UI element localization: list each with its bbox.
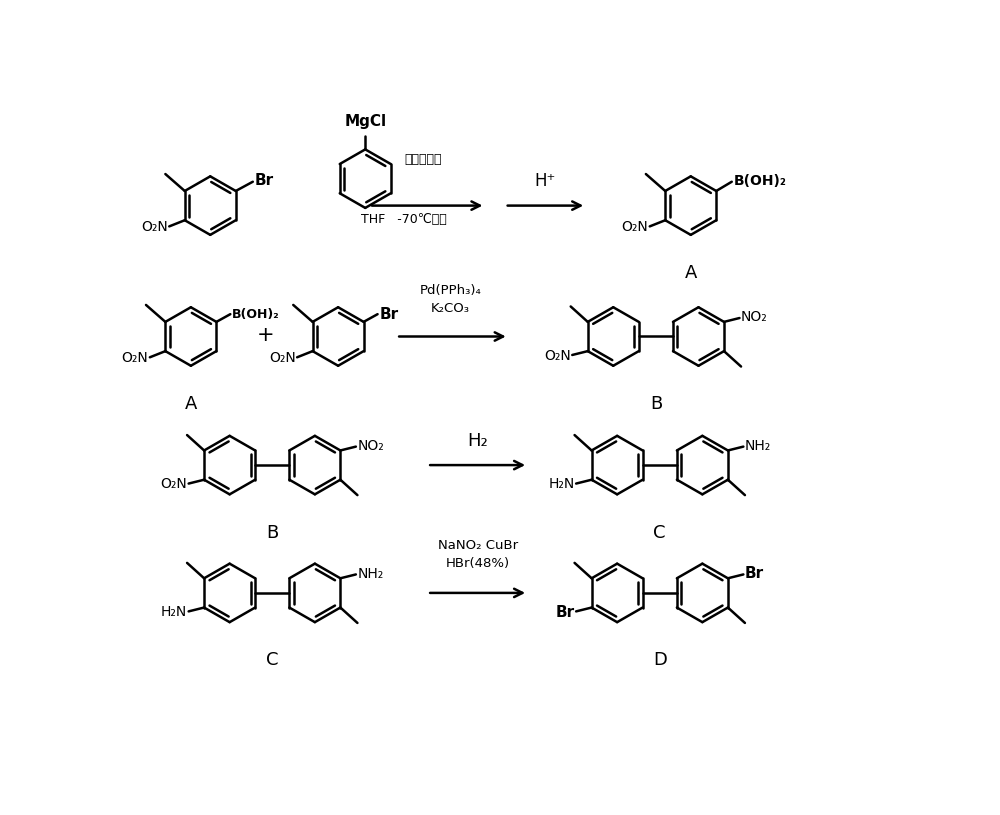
Text: O₂N: O₂N: [122, 351, 148, 365]
Text: O₂N: O₂N: [544, 349, 571, 363]
Text: H⁺: H⁺: [534, 172, 556, 190]
Text: A: A: [185, 395, 197, 413]
Text: H₂N: H₂N: [548, 478, 575, 491]
Text: NH₂: NH₂: [745, 438, 771, 453]
Text: O₂N: O₂N: [160, 478, 187, 491]
Text: B: B: [650, 395, 662, 413]
Text: B(OH)₂: B(OH)₂: [733, 174, 786, 188]
Text: H₂: H₂: [467, 432, 488, 450]
Text: Br: Br: [379, 306, 398, 322]
Text: Pd(PPh₃)₄
K₂CO₃: Pd(PPh₃)₄ K₂CO₃: [420, 284, 481, 315]
Text: NaNO₂ CuBr
HBr(48%): NaNO₂ CuBr HBr(48%): [438, 539, 518, 570]
Text: Br: Br: [555, 605, 575, 619]
Text: C: C: [266, 651, 278, 669]
Text: NH₂: NH₂: [357, 566, 384, 580]
Text: MgCl: MgCl: [344, 114, 386, 130]
Text: Br: Br: [745, 566, 764, 581]
Text: O₂N: O₂N: [269, 351, 296, 365]
Text: C: C: [654, 523, 666, 542]
Text: +: +: [257, 325, 275, 345]
Text: Br: Br: [254, 174, 273, 188]
Text: B: B: [266, 523, 278, 542]
Text: O₂N: O₂N: [141, 220, 168, 234]
Text: 硼酸三甲酯: 硼酸三甲酯: [405, 152, 442, 165]
Text: H₂N: H₂N: [161, 606, 187, 619]
Text: NO₂: NO₂: [741, 311, 768, 324]
Text: B(OH)₂: B(OH)₂: [232, 308, 280, 320]
Text: NO₂: NO₂: [357, 438, 384, 453]
Text: O₂N: O₂N: [621, 220, 648, 234]
Text: THF   -70℃以下: THF -70℃以下: [361, 214, 447, 227]
Text: A: A: [685, 264, 697, 282]
Text: D: D: [653, 651, 667, 669]
